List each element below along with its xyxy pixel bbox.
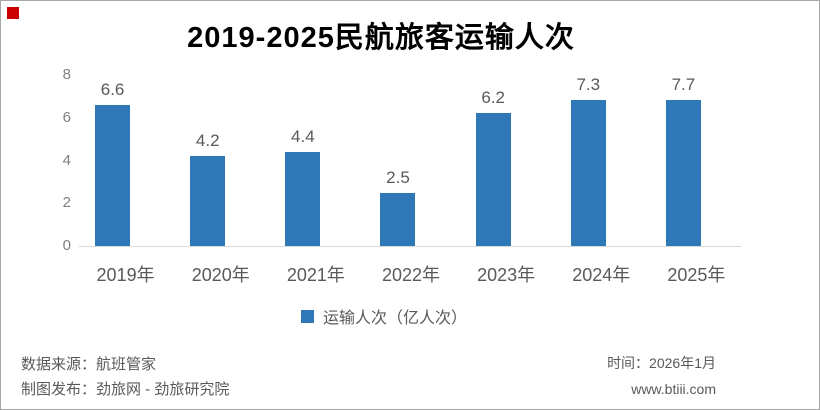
bar	[95, 104, 131, 246]
bar-value-label: 6.2	[481, 88, 505, 108]
bar	[475, 113, 511, 246]
bar-slot: 6.6 2019年	[65, 75, 160, 285]
footer-source-block: 数据来源：航班管家 制图发布：劲旅网 - 劲旅研究院	[21, 352, 229, 402]
y-tick-label: 8	[62, 66, 71, 83]
legend-label: 运输人次（亿人次）	[322, 310, 467, 327]
bar	[380, 192, 416, 246]
chart-title: 2019-2025民航旅客运输人次	[187, 22, 575, 54]
bars-area: 6.6 2019年 4.2 2020年 4.4 2021年 2.5 2022年 6.2 2023年…	[65, 75, 731, 285]
bar-slot: 4.4 2021年	[255, 75, 350, 285]
y-tick-label: 6	[62, 108, 71, 126]
time-line: 时间：2026年1月	[607, 355, 716, 371]
y-axis: 0 2 4 6 8	[31, 66, 71, 254]
bar-value-label: 4.4	[291, 126, 315, 146]
bar-value-label: 6.6	[100, 79, 125, 99]
bar-slot: 2.5 2022年	[350, 75, 445, 285]
bar	[570, 100, 606, 246]
y-tick-label: 0	[62, 237, 71, 254]
x-axis-category-label: 2023年	[477, 265, 536, 285]
bar-value-label: 2.5	[386, 167, 410, 187]
y-tick-label: 4	[62, 151, 71, 169]
website-text: www.btiii.com	[631, 381, 716, 397]
x-axis-category-label: 2019年	[96, 265, 155, 285]
x-axis-category-label: 2024年	[572, 265, 631, 285]
bar-value-label: 7.3	[576, 75, 601, 94]
x-axis-line	[79, 246, 741, 247]
bar	[285, 151, 321, 246]
bar	[665, 100, 701, 246]
bar-value-label: 4.2	[195, 131, 220, 151]
bar	[190, 156, 226, 246]
footer-meta-block: 时间：2026年1月 www.btiii.com	[607, 350, 716, 402]
x-axis-category-label: 2020年	[191, 265, 250, 285]
bar-slot: 4.2 2020年	[160, 75, 255, 285]
data-source-line: 数据来源：航班管家	[21, 356, 157, 373]
publisher-line: 制图发布：劲旅网 - 劲旅研究院	[21, 381, 230, 398]
x-axis-category-label: 2025年	[667, 265, 726, 285]
bar-slot: 7.7 2025年	[636, 75, 731, 285]
x-axis-category-label: 2021年	[286, 265, 345, 285]
legend-swatch-icon	[300, 309, 314, 323]
x-axis-category-label: 2022年	[381, 265, 441, 285]
bar-slot: 6.2 2023年	[446, 75, 541, 285]
bar-value-label: 7.7	[671, 75, 696, 94]
bar-slot: 7.3 2024年	[541, 75, 636, 285]
y-tick-label: 2	[62, 194, 71, 212]
red-corner-marker	[7, 7, 19, 19]
chart-legend: 运输人次（亿人次）	[1, 304, 767, 328]
